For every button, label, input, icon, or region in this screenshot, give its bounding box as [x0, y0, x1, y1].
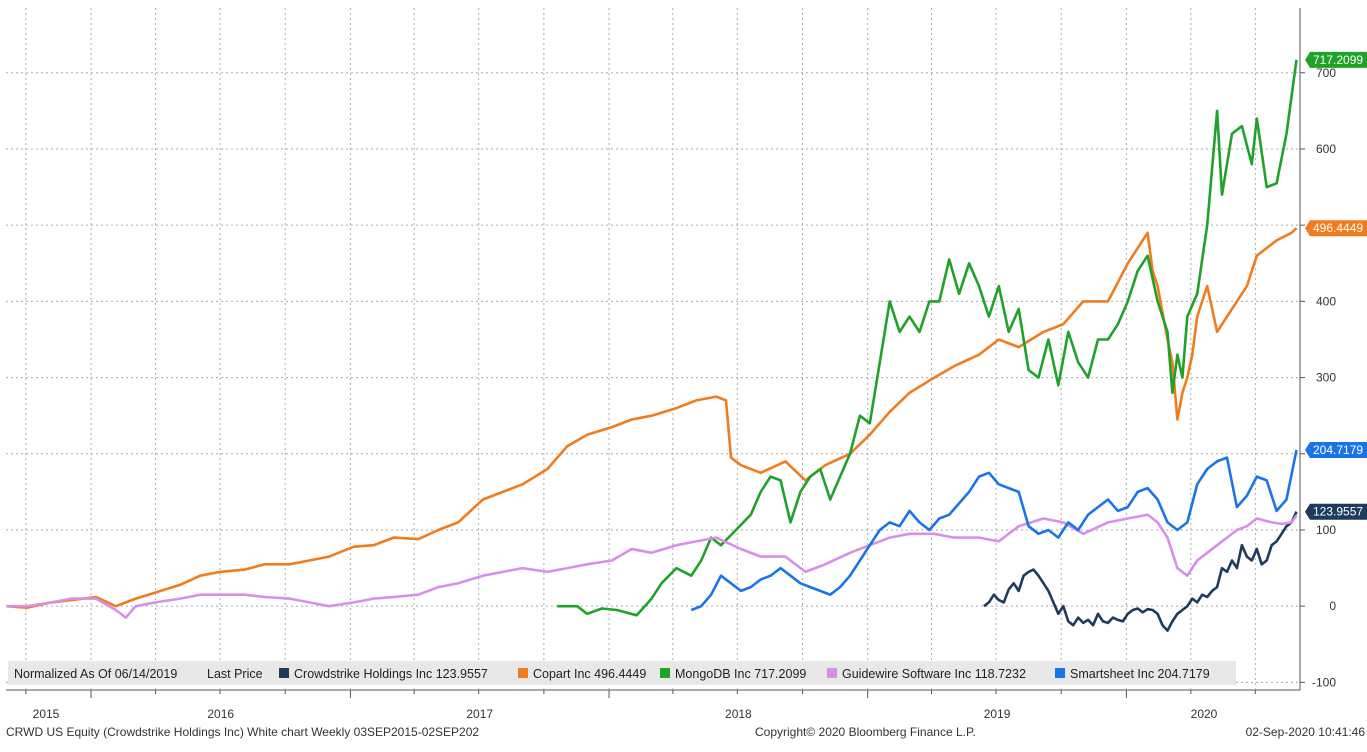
- legend-background: [8, 661, 1236, 685]
- y-tick-label: 100: [1316, 523, 1336, 537]
- legend-normalization: Normalized As Of 06/14/2019: [14, 667, 177, 681]
- x-tick-label: 2018: [725, 707, 752, 721]
- legend-entry-2: MongoDB Inc 717.2099: [675, 667, 806, 681]
- footer-description: CRWD US Equity (Crowdstrike Holdings Inc…: [6, 725, 479, 739]
- legend-swatch-1: [518, 668, 528, 678]
- x-tick-label: 2015: [33, 707, 60, 721]
- last-value-label-1: 496.4449: [1313, 221, 1363, 235]
- series-line-3: [6, 513, 1298, 619]
- last-value-label-2: 717.2099: [1313, 53, 1363, 67]
- last-value-tag-0: [1305, 503, 1367, 520]
- y-tick-label: 400: [1316, 294, 1336, 308]
- x-tick-label: 2016: [207, 707, 234, 721]
- y-tick-label: 300: [1316, 371, 1336, 385]
- legend-swatch-3: [827, 668, 837, 678]
- legend-entry-0: Crowdstrike Holdings Inc 123.9557: [294, 667, 488, 681]
- footer-timestamp: 02-Sep-2020 10:41:46: [1246, 725, 1366, 739]
- last-value-label-4: 204.7179: [1313, 443, 1363, 457]
- footer-copyright: Copyright© 2020 Bloomberg Finance L.P.: [755, 725, 976, 739]
- legend-entry-1: Copart Inc 496.4449: [533, 667, 646, 681]
- legend-swatch-0: [279, 668, 289, 678]
- series-line-0: [983, 511, 1298, 632]
- last-value-label-0: 123.9557: [1313, 505, 1363, 519]
- legend-swatch-4: [1055, 668, 1065, 678]
- legend-entry-4: Smartsheet Inc 204.7179: [1070, 667, 1210, 681]
- x-tick-label: 2019: [984, 707, 1011, 721]
- legend-entry-3: Guidewire Software Inc 118.7232: [842, 667, 1026, 681]
- legend-swatch-2: [660, 668, 670, 678]
- legend-mode: Last Price: [207, 667, 263, 681]
- y-tick-label: -100: [1312, 675, 1336, 689]
- y-tick-label: 600: [1316, 142, 1336, 156]
- last-value-tag-1: [1305, 220, 1367, 237]
- y-tick-label: 700: [1316, 66, 1336, 80]
- last-value-tag-4: [1305, 441, 1367, 458]
- x-tick-label: 2017: [466, 707, 493, 721]
- series-line-1: [6, 227, 1298, 609]
- last-value-tag-2: [1305, 51, 1367, 68]
- series-line-2: [557, 59, 1298, 617]
- y-tick-label: 0: [1329, 599, 1336, 613]
- x-tick-label: 2020: [1191, 707, 1218, 721]
- series-line-4: [690, 449, 1298, 612]
